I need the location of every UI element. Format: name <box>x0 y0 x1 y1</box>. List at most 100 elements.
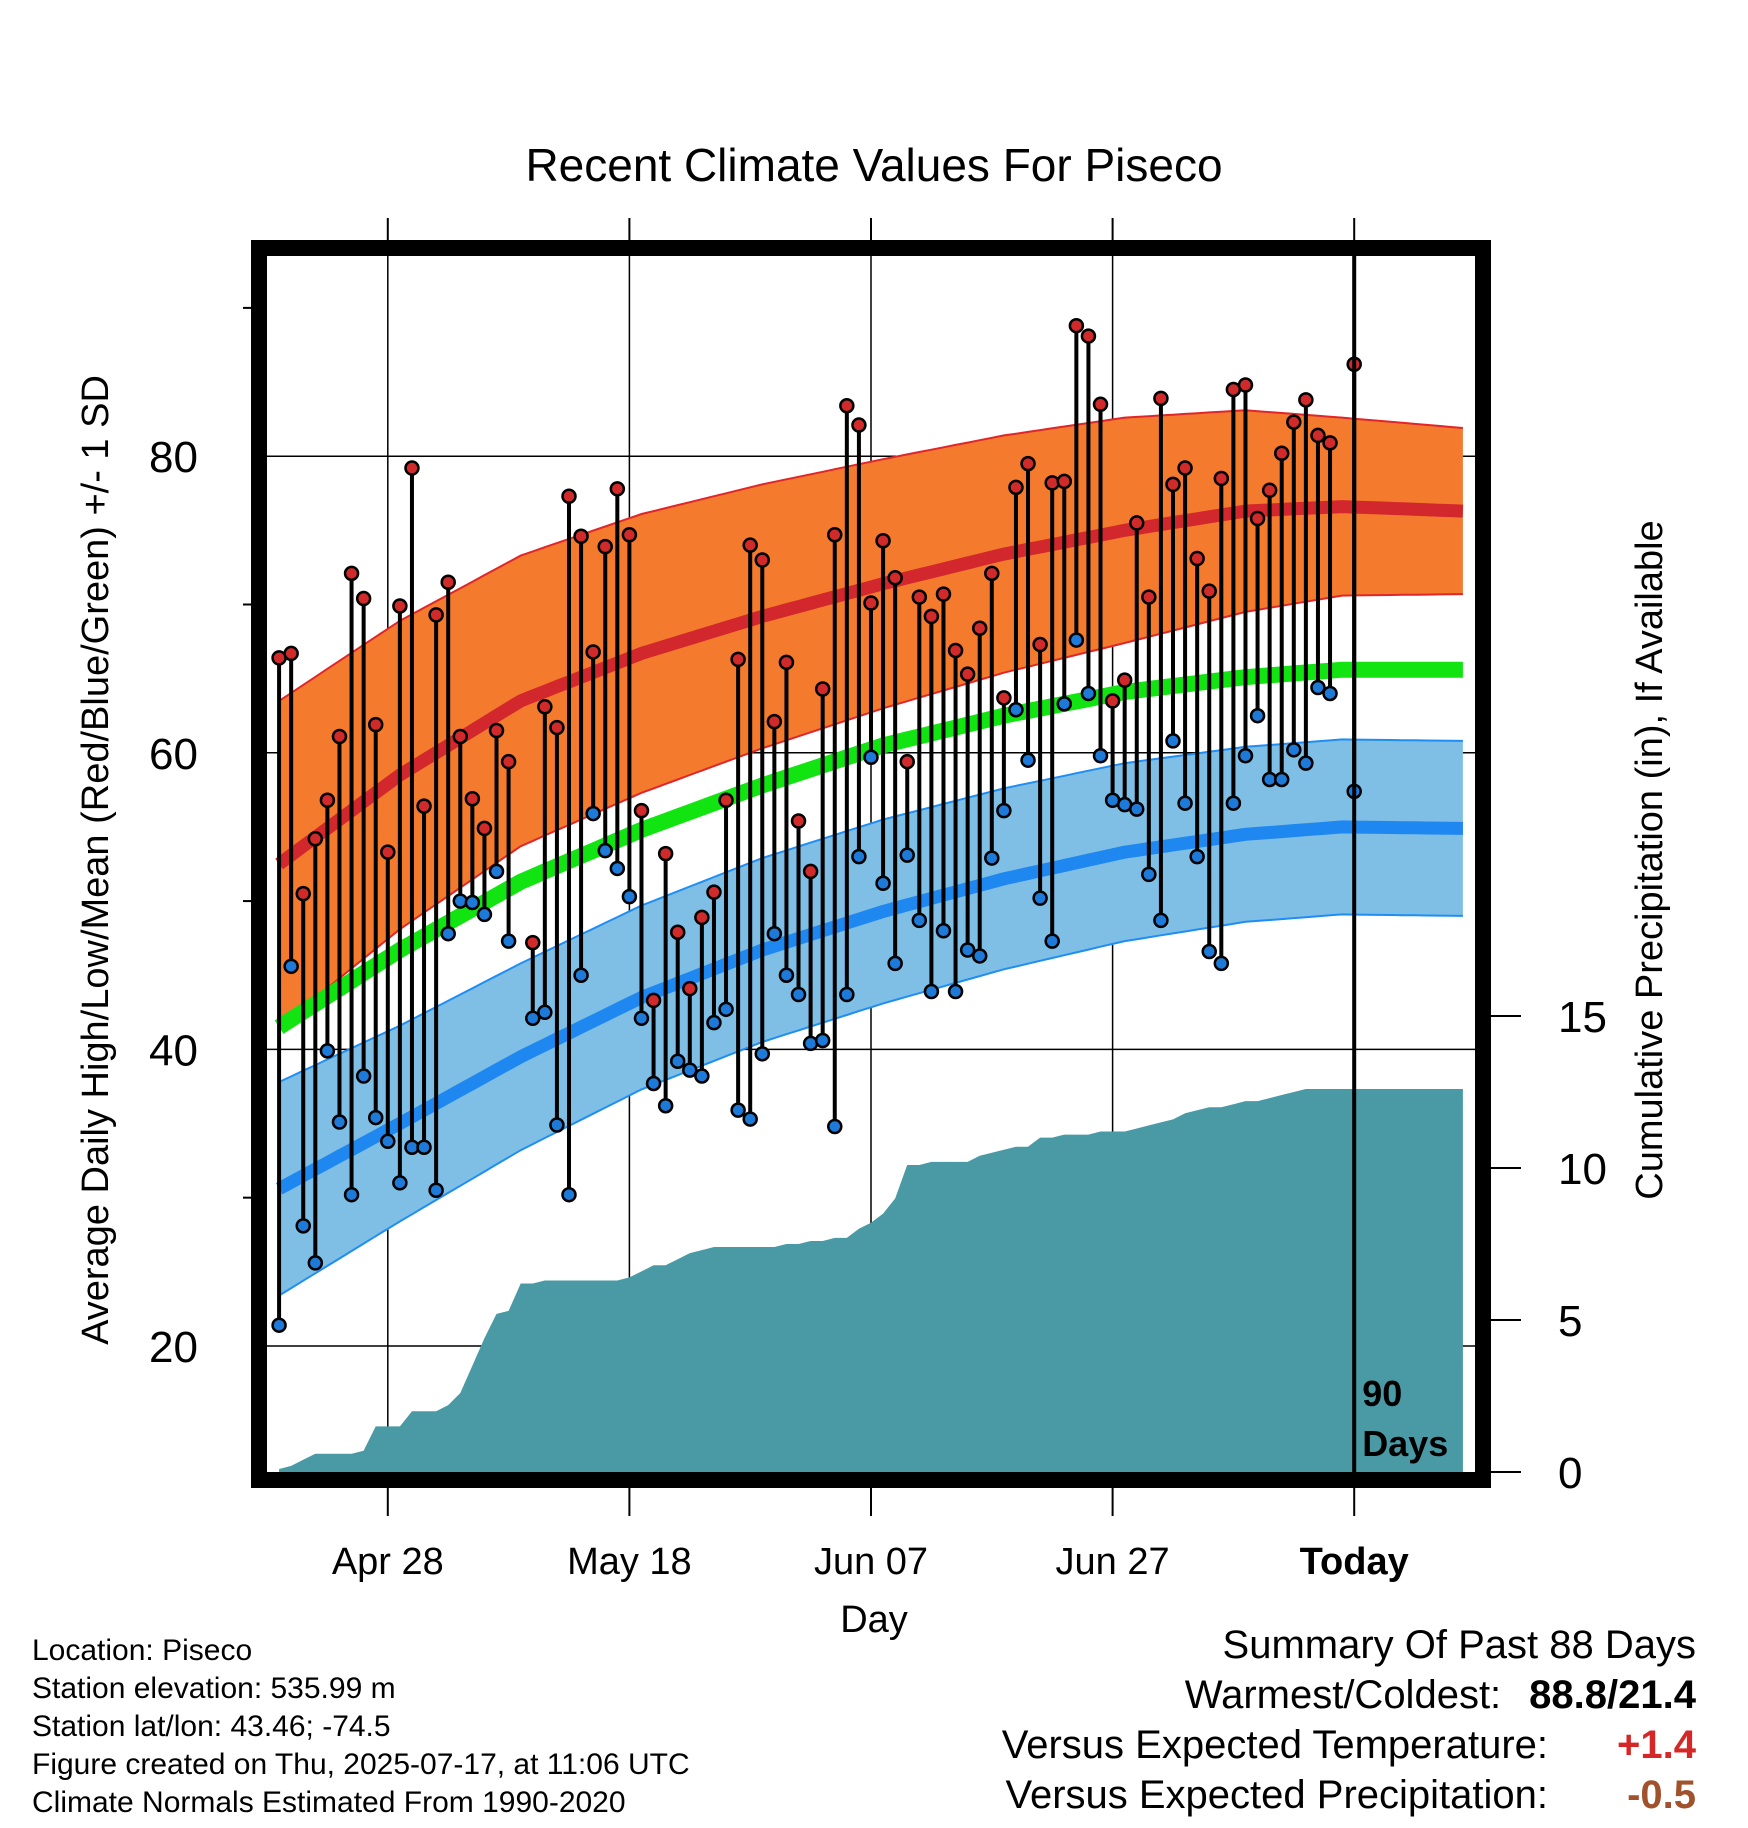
created-text: Figure created on Thu, 2025-07-17, at 11… <box>32 1748 690 1781</box>
low-point <box>1092 747 1109 764</box>
high-point <box>355 590 372 607</box>
low-point <box>899 847 915 863</box>
x-tick-label: Jun 07 <box>814 1541 928 1583</box>
y-tick-label: 60 <box>149 730 198 779</box>
high-point <box>766 713 783 730</box>
high-point <box>1104 693 1121 709</box>
low-point <box>585 805 601 822</box>
precip-area <box>279 1089 1463 1472</box>
low-point <box>694 1068 710 1084</box>
low-point <box>1165 733 1181 749</box>
low-point <box>1153 912 1169 929</box>
y-tick-label: 80 <box>149 433 198 482</box>
x-tick-label: Jun 27 <box>1056 1541 1170 1583</box>
high-point <box>464 791 481 807</box>
y-axis-label-left: Average Daily High/Low/Mean (Red/Blue/Gr… <box>75 375 117 1345</box>
low-point <box>718 1001 734 1018</box>
high-point <box>851 417 867 433</box>
low-point <box>331 1114 348 1130</box>
high-point <box>319 792 336 808</box>
high-point <box>331 728 348 745</box>
x-tick-label: Apr 28 <box>332 1541 444 1583</box>
high-point <box>887 570 903 586</box>
low-point <box>1237 747 1254 764</box>
high-point <box>814 681 831 697</box>
low-point <box>730 1102 746 1118</box>
high-point <box>440 574 456 590</box>
high-point <box>525 934 541 951</box>
high-point <box>645 992 662 1009</box>
summary-temp-row: Versus Expected Temperature: +1.4 <box>1002 1720 1696 1770</box>
high-point <box>561 488 577 504</box>
low-point <box>887 955 903 972</box>
low-point <box>669 1053 686 1069</box>
low-point <box>1056 696 1073 712</box>
low-point <box>1213 955 1230 972</box>
low-point <box>1322 685 1338 702</box>
low-point <box>1177 795 1193 811</box>
low-point <box>682 1062 698 1078</box>
low-point <box>621 888 638 905</box>
high-point <box>959 666 976 682</box>
low-point <box>839 986 855 1003</box>
low-point <box>561 1186 577 1203</box>
low-point <box>959 942 976 958</box>
y-tick-label: 40 <box>149 1026 198 1075</box>
high-point <box>1129 515 1145 531</box>
low-point <box>633 1010 650 1026</box>
high-point <box>549 719 565 736</box>
low-point <box>367 1109 384 1126</box>
low-point <box>923 983 940 1000</box>
high-point <box>500 753 517 770</box>
low-point <box>1044 933 1060 949</box>
high-point <box>597 538 613 555</box>
high-point <box>1068 317 1085 334</box>
low-point <box>1008 702 1024 718</box>
low-point <box>440 925 456 942</box>
low-point <box>1189 848 1205 865</box>
high-point <box>839 398 855 414</box>
low-point <box>428 1182 444 1198</box>
high-point <box>1080 328 1097 344</box>
warmest-value: 88.8/21.4 <box>1529 1673 1696 1717</box>
y2-tick-label: 5 <box>1558 1297 1582 1346</box>
plot-area: 90 Days 20 40 60 80 0 5 10 15 Apr 28 May 18 Jun 07 Ju… <box>149 218 1607 1583</box>
high-point <box>476 820 493 837</box>
high-point <box>343 565 360 582</box>
high-point <box>380 844 396 860</box>
high-point <box>1273 445 1290 461</box>
high-point <box>863 595 879 611</box>
low-point <box>766 925 783 942</box>
high-point <box>1249 510 1266 527</box>
low-point <box>1286 742 1302 758</box>
summary-precip-row: Versus Expected Precipitation: -0.5 <box>1002 1770 1696 1820</box>
low-point <box>863 749 879 765</box>
chart-title: Recent Climate Values For Piseco <box>525 139 1222 191</box>
low-point <box>1225 795 1242 811</box>
high-point <box>669 924 686 940</box>
precip-label: Versus Expected Precipitation: <box>1005 1773 1548 1817</box>
high-point <box>307 831 324 847</box>
high-point <box>899 753 915 770</box>
low-point <box>343 1186 360 1203</box>
window-label-days: Days <box>1362 1423 1448 1464</box>
low-point <box>476 906 493 923</box>
low-point <box>742 1111 758 1127</box>
low-point <box>537 1004 553 1021</box>
low-point <box>706 1014 722 1031</box>
precip-value: -0.5 <box>1627 1773 1696 1817</box>
high-sd-upper <box>278 409 1463 702</box>
low-point <box>657 1097 674 1114</box>
high-point <box>754 552 771 568</box>
high-point <box>452 728 469 745</box>
high-point <box>1322 435 1338 451</box>
low-point <box>645 1075 662 1092</box>
low-point <box>996 802 1012 819</box>
low-point <box>1141 866 1157 883</box>
high-point <box>1020 455 1036 472</box>
low-point <box>1298 755 1314 771</box>
low-point <box>851 848 867 865</box>
window-label-number: 90 <box>1362 1373 1402 1414</box>
high-point <box>996 690 1012 706</box>
high-point <box>283 645 299 662</box>
